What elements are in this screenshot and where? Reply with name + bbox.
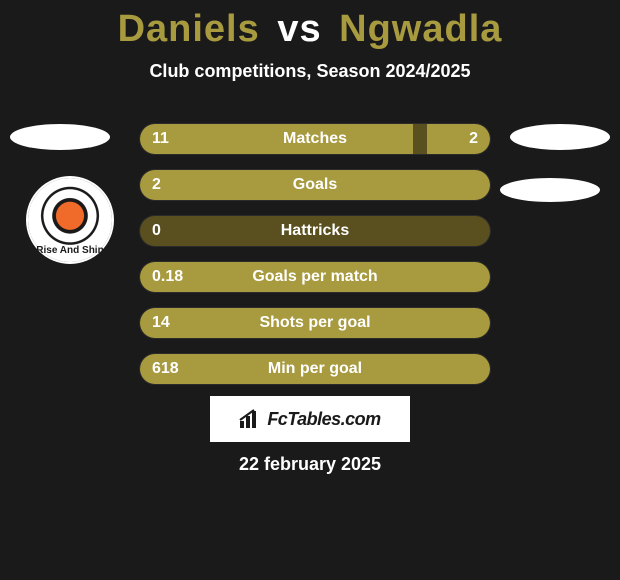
stat-row: 0Hattricks [140,216,490,246]
player2-name: Ngwadla [339,8,502,50]
club-crest-icon [28,178,112,262]
stat-label: Hattricks [140,216,490,246]
stat-row: 2Goals [140,170,490,200]
stat-label: Min per goal [140,354,490,384]
stat-label: Matches [140,124,490,154]
left-club-badge-1 [10,124,110,150]
chart-icon [239,409,261,429]
comparison-title: Daniels vs Ngwadla [0,0,620,51]
subtitle: Club competitions, Season 2024/2025 [0,61,620,82]
stat-label: Goals [140,170,490,200]
player1-name: Daniels [118,8,260,50]
stat-label: Goals per match [140,262,490,292]
right-club-badge-2 [500,178,600,202]
vs-separator: vs [277,8,321,50]
stat-right-value: 2 [469,124,478,154]
stat-row: 14Shots per goal [140,308,490,338]
right-club-badge-1 [510,124,610,150]
fctables-logo: FcTables.com [210,396,410,442]
stat-row: 11Matches2 [140,124,490,154]
logo-text: FcTables.com [267,409,380,430]
stats-bars: 11Matches22Goals0Hattricks0.18Goals per … [140,124,490,400]
stat-row: 618Min per goal [140,354,490,384]
stat-label: Shots per goal [140,308,490,338]
comparison-date: 22 february 2025 [0,454,620,475]
stat-row: 0.18Goals per match [140,262,490,292]
